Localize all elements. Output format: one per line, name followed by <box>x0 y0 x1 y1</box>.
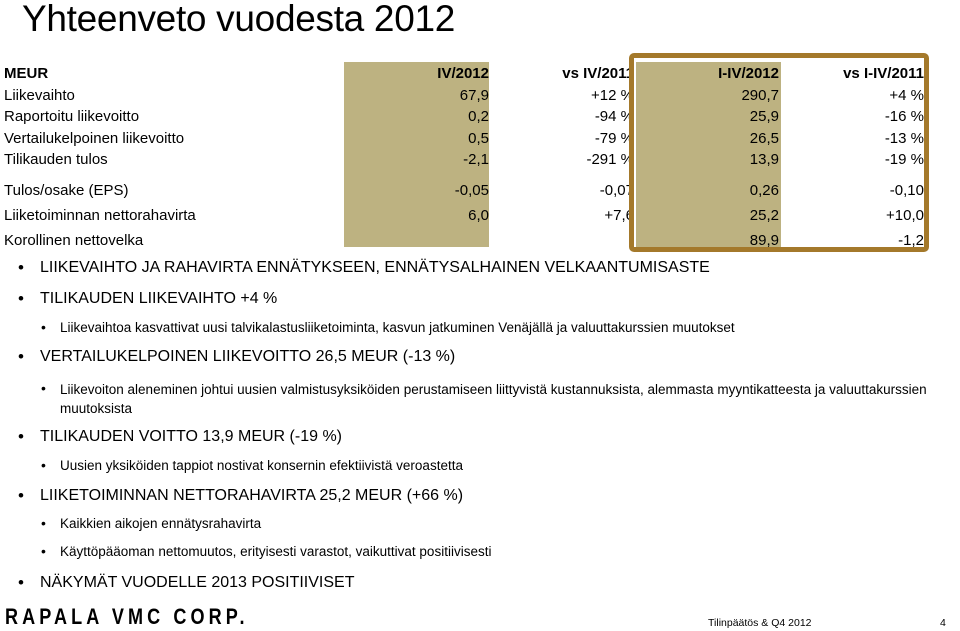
cell-value: +12 % <box>591 86 634 104</box>
cell-value: 89,9 <box>749 231 779 249</box>
footer-document-title: Tilinpäätös & Q4 2012 <box>708 617 812 629</box>
highlight-column-full-year <box>636 62 781 247</box>
cell-value: -1,2 <box>898 231 924 249</box>
cell-value: 25,9 <box>749 108 779 126</box>
bullet-item: LIIKEVAIHTO JA RAHAVIRTA ENNÄTYKSEEN, EN… <box>18 258 710 278</box>
table-header-row: MEUR IV/2012 vs IV/2011 I-IV/2012 vs I-I… <box>4 63 924 85</box>
cell-value: 0,2 <box>468 108 489 126</box>
summary-table: MEUR IV/2012 vs IV/2011 I-IV/2012 vs I-I… <box>4 63 924 253</box>
full-year-highlight-frame <box>629 53 929 252</box>
company-logo: RAPALA VMC CORP. <box>5 604 249 629</box>
table-row: Raportoitu liikevoitto 0,2 -94 % 25,9 -1… <box>4 106 924 128</box>
header-meur: MEUR <box>4 65 49 83</box>
table-row: Tilikauden tulos -2,1 -291 % 13,9 -19 % <box>4 149 924 171</box>
cell-value: -94 % <box>594 108 634 126</box>
cell-value: +10,0 <box>886 206 924 224</box>
table-row: Liikevaihto 67,9 +12 % 290,7 +4 % <box>4 85 924 107</box>
cell-value: 0,26 <box>749 181 779 199</box>
header-vs-full-year-2011: vs I-IV/2011 <box>843 65 924 83</box>
cell-value: 13,9 <box>749 151 779 169</box>
cell-value: 290,7 <box>741 86 779 104</box>
sub-bullet-item: Liikevaihtoa kasvattivat uusi talvikalas… <box>41 319 735 335</box>
bullet-item: TILIKAUDEN LIIKEVAIHTO +4 % <box>18 289 277 309</box>
cell-value: -16 % <box>884 108 924 126</box>
cell-value: -0,10 <box>889 181 924 199</box>
sub-bullet-item: Kaikkien aikojen ennätysrahavirta <box>41 515 261 531</box>
cell-value: 25,2 <box>749 206 779 224</box>
cell-value: 26,5 <box>749 129 779 147</box>
cell-value: -0,07 <box>599 181 634 199</box>
page-number: 4 <box>940 617 946 629</box>
cell-value: 6,0 <box>468 206 489 224</box>
cell-value: -19 % <box>884 151 924 169</box>
row-label: Korollinen nettovelka <box>4 231 144 249</box>
highlight-column-q4 <box>344 62 489 247</box>
cell-value: -0,05 <box>454 181 489 199</box>
row-label: Tulos/osake (EPS) <box>4 181 129 199</box>
bullet-item: LIIKETOIMINNAN NETTORAHAVIRTA 25,2 MEUR … <box>18 486 463 506</box>
row-label: Liikevaihto <box>4 86 75 104</box>
cell-value: 0,5 <box>468 129 489 147</box>
cell-value: +4 % <box>889 86 924 104</box>
slide-title: Yhteenveto vuodesta 2012 <box>22 0 456 39</box>
cell-value: -79 % <box>594 129 634 147</box>
cell-value: 67,9 <box>459 86 489 104</box>
table-row: Korollinen nettovelka 89,9 -1,2 <box>4 228 924 253</box>
table-row: Liiketoiminnan nettorahavirta 6,0 +7,6 2… <box>4 203 924 228</box>
sub-bullet-item: Uusien yksiköiden tappiot nostivat konse… <box>41 457 463 473</box>
cell-value <box>489 228 634 253</box>
bullet-item: NÄKYMÄT VUODELLE 2013 POSITIIVISET <box>18 573 355 593</box>
cell-value <box>344 228 489 253</box>
header-q4-2012: IV/2012 <box>437 65 489 83</box>
header-vs-q4-2011: vs IV/2011 <box>562 65 634 83</box>
bullet-item: VERTAILUKELPOINEN LIIKEVOITTO 26,5 MEUR … <box>18 347 455 367</box>
table-row: Vertailukelpoinen liikevoitto 0,5 -79 % … <box>4 128 924 150</box>
row-label: Vertailukelpoinen liikevoitto <box>4 129 185 147</box>
cell-value: +7,6 <box>604 206 634 224</box>
row-label: Liiketoiminnan nettorahavirta <box>4 206 196 224</box>
table-row: Tulos/osake (EPS) -0,05 -0,07 0,26 -0,10 <box>4 178 924 203</box>
row-label: Tilikauden tulos <box>4 151 108 169</box>
cell-value: -2,1 <box>463 151 489 169</box>
sub-bullet-item: Käyttöpääoman nettomuutos, erityisesti v… <box>41 543 491 559</box>
header-full-year-2012: I-IV/2012 <box>718 65 779 83</box>
bullet-item: TILIKAUDEN VOITTO 13,9 MEUR (-19 %) <box>18 427 342 447</box>
row-label: Raportoitu liikevoitto <box>4 108 140 126</box>
cell-value: -291 % <box>586 151 634 169</box>
cell-value: -13 % <box>884 129 924 147</box>
sub-bullet-item: Liikevoiton aleneminen johtui uusien val… <box>41 379 960 418</box>
